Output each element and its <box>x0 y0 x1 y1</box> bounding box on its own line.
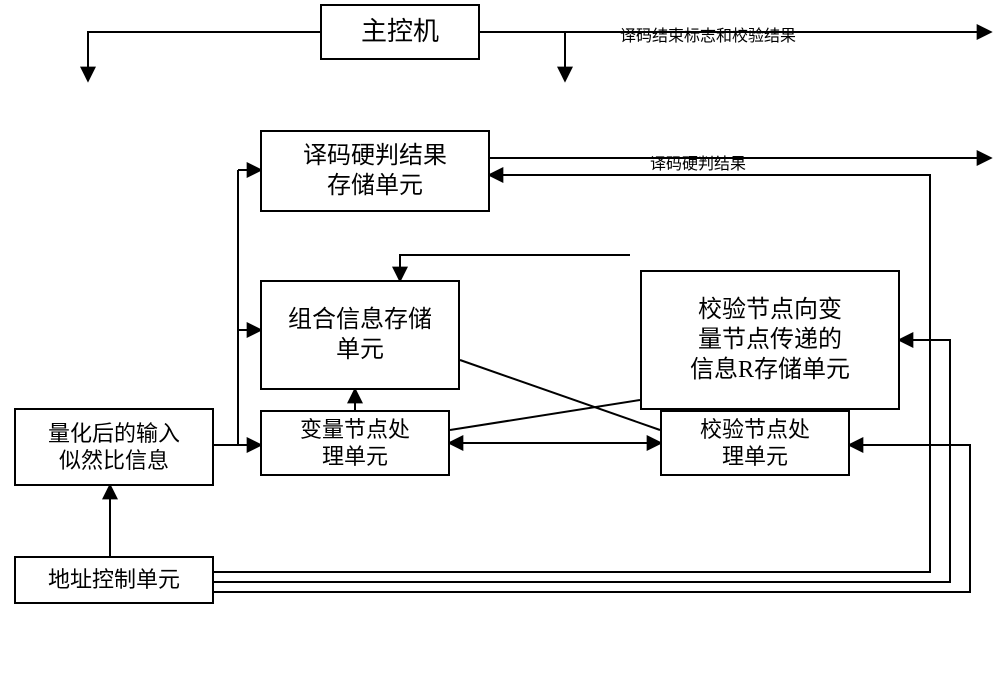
diagram-canvas: 主控机 译码硬判结果 存储单元 组合信息存储 单元 校验节点向变 量节点传递的 … <box>0 0 1000 690</box>
label-output-hard: 译码硬判结果 <box>650 150 746 174</box>
label-output-top-text: 译码结束标志和校验结果 <box>620 28 796 45</box>
node-master-label: 主控机 <box>361 16 439 49</box>
node-chk-proc: 校验节点处 理单元 <box>660 410 850 476</box>
node-master: 主控机 <box>320 4 480 60</box>
label-output-top: 译码结束标志和校验结果 <box>620 22 796 46</box>
node-rstore-label: 校验节点向变 量节点传递的 信息R存储单元 <box>690 295 850 385</box>
node-addr-ctrl: 地址控制单元 <box>14 556 214 604</box>
node-var-proc: 变量节点处 理单元 <box>260 410 450 476</box>
node-addr-label: 地址控制单元 <box>48 566 180 594</box>
node-r-store: 校验节点向变 量节点传递的 信息R存储单元 <box>640 270 900 410</box>
node-hard-label: 译码硬判结果 存储单元 <box>303 141 447 201</box>
node-combo-store: 组合信息存储 单元 <box>260 280 460 390</box>
node-combo-label: 组合信息存储 单元 <box>288 305 432 365</box>
node-varproc-label: 变量节点处 理单元 <box>300 416 410 471</box>
node-quant-input: 量化后的输入 似然比信息 <box>14 408 214 486</box>
node-quant-label: 量化后的输入 似然比信息 <box>48 420 180 475</box>
node-hard-decision-store: 译码硬判结果 存储单元 <box>260 130 490 212</box>
label-output-hard-text: 译码硬判结果 <box>650 156 746 173</box>
node-chkproc-label: 校验节点处 理单元 <box>700 416 810 471</box>
